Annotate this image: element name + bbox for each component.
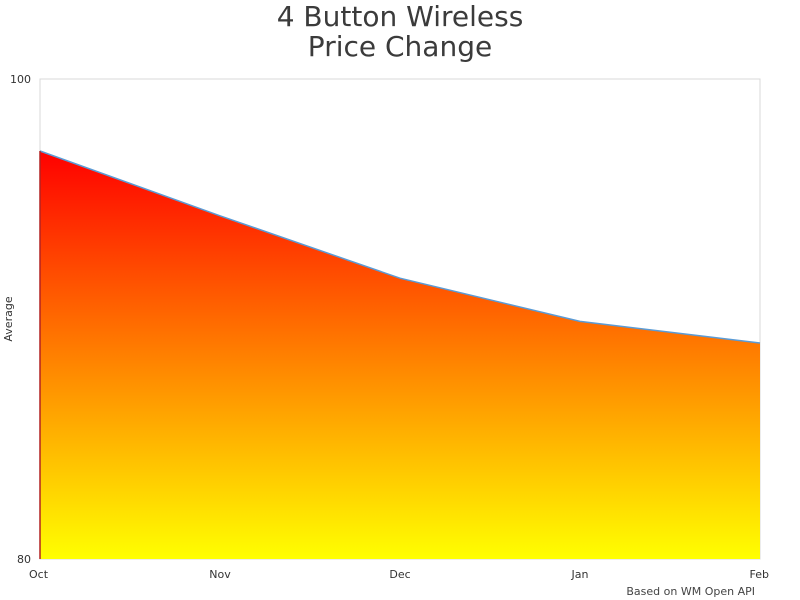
y-tick-label: 100	[10, 73, 31, 86]
credit-text: Based on WM Open API	[626, 585, 755, 598]
chart-title-line-2: Price Change	[307, 30, 493, 63]
x-tick-label: Feb	[750, 568, 769, 581]
y-axis-tick-labels: 100 80	[10, 73, 31, 566]
y-tick-label: 80	[17, 553, 31, 566]
series-line	[39, 150, 761, 344]
x-axis-tick-labels: Oct Nov Dec Jan Feb	[29, 568, 769, 581]
x-tick-label: Jan	[571, 568, 589, 581]
chart-title: 4 Button Wireless Price Change	[0, 2, 800, 62]
x-tick-label: Nov	[209, 568, 231, 581]
area-fill	[40, 151, 760, 559]
x-tick-label: Dec	[389, 568, 410, 581]
y-axis-title: Average	[2, 296, 15, 341]
chart-title-line-1: 4 Button Wireless	[276, 0, 524, 33]
x-tick-label: Oct	[29, 568, 49, 581]
